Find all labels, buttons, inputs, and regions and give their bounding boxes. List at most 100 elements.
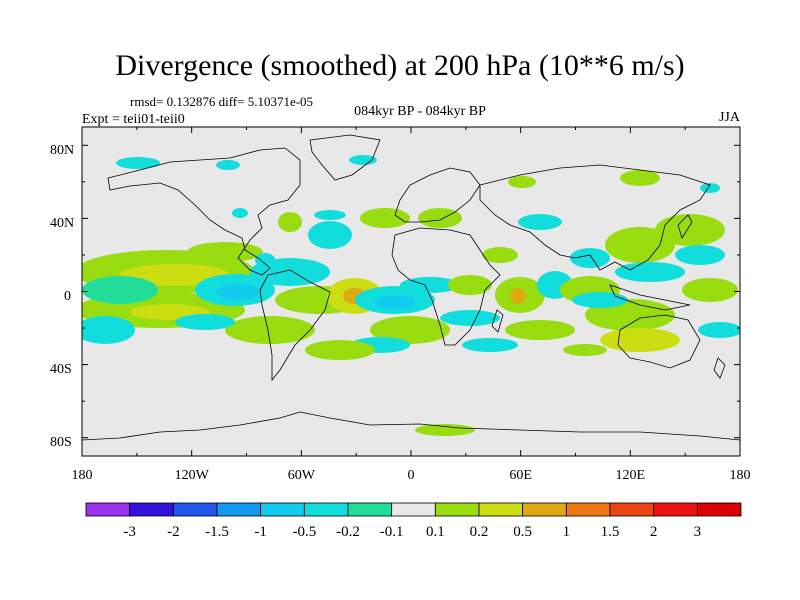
field-patch [216, 284, 260, 300]
colorbar-swatch [216, 502, 262, 517]
colorbar-label: 3 [694, 524, 702, 540]
colorbar-swatch [653, 502, 698, 517]
field-patch [82, 316, 135, 344]
experiment-label: Expt = teii01-teii0 [82, 112, 185, 127]
colorbar-label: 1 [563, 524, 571, 540]
lat-label-eq: 0 [64, 289, 71, 304]
field-patch [370, 316, 450, 344]
field-patch [682, 278, 738, 302]
coast-madagascar [491, 309, 504, 333]
colorbar-swatch [565, 502, 611, 517]
coast-south-america [259, 269, 331, 382]
coast-new-zealand [713, 357, 726, 379]
lon-label-120w: 120W [175, 468, 210, 483]
lon-label-60e: 60E [509, 468, 532, 483]
coast-africa [391, 227, 501, 346]
field-patch [187, 242, 263, 262]
lon-label-120e: 120E [616, 468, 646, 483]
field-patch [448, 275, 492, 295]
colorbar-label: 0.2 [470, 524, 489, 540]
field-patch [175, 314, 235, 330]
colorbar-label: -2 [167, 524, 180, 540]
field-patch [482, 247, 518, 263]
field-patch [508, 176, 536, 188]
colorbar-label: -1 [254, 524, 267, 540]
lon-label-180w: 180 [72, 468, 93, 483]
colorbar-swatch [303, 502, 349, 517]
field-patch [510, 288, 526, 304]
axis-ticks [81, 127, 741, 456]
field-patch [415, 424, 475, 436]
field-patch [82, 276, 158, 304]
colorbar-swatch [696, 502, 742, 517]
coast-indonesia [609, 284, 691, 311]
season-label: JJA [718, 110, 740, 125]
colorbar-label: -1.5 [205, 524, 229, 540]
field-patch [360, 208, 410, 228]
coast-north-america [107, 147, 301, 276]
field-patch [572, 292, 628, 308]
field-patch [615, 262, 685, 282]
colorbar-label: 1.5 [601, 524, 620, 540]
coast-antarctica [82, 411, 740, 441]
colorbar-swatch [172, 502, 218, 517]
coast-greenland [309, 134, 381, 181]
colorbar-swatch [347, 502, 393, 517]
field-patch [605, 227, 675, 263]
colorbar-label: -3 [123, 524, 136, 540]
colorbar: -3 -2 -1.5 -1 -0.5 -0.2 -0.1 0.1 0.2 0.5 1 1.5 2 3 [85, 502, 742, 540]
coastlines [82, 134, 740, 441]
field-patch [570, 248, 610, 268]
field-patch [314, 210, 346, 220]
field-patch [418, 208, 462, 228]
field-patch [255, 253, 275, 267]
field-patch [698, 322, 740, 338]
field-patch [655, 214, 725, 246]
lon-label-0: 0 [408, 468, 415, 483]
field-patch [700, 183, 720, 193]
field-patch [518, 214, 562, 230]
colorbar-swatch [609, 502, 655, 517]
colorbar-label: 0.1 [426, 524, 445, 540]
field-patch [225, 316, 315, 344]
lon-label-180e: 180 [730, 468, 751, 483]
colorbar-swatch [434, 502, 480, 517]
field-patch [440, 310, 500, 326]
field-patch [216, 160, 240, 170]
field-patch [462, 338, 518, 352]
colorbar-swatch [85, 502, 131, 517]
comparison-label: 084kyr BP - 084kyr BP [354, 104, 486, 119]
lon-label-60w: 60W [288, 468, 316, 483]
coast-australia [617, 314, 701, 369]
colorbar-swatch [260, 502, 305, 517]
field-patch [505, 320, 575, 340]
lat-label-40n: 40N [50, 216, 74, 231]
colorbar-label: 2 [650, 524, 658, 540]
coast-japan [677, 214, 693, 239]
field-patch [278, 212, 302, 232]
stats-text: rmsd= 0.132876 diff= 5.10371e-05 [130, 94, 314, 109]
field-patch [116, 157, 160, 169]
colorbar-swatch [391, 502, 436, 517]
colorbar-swatch [478, 502, 524, 517]
coast-asia [479, 164, 711, 271]
field-patch [675, 245, 725, 265]
field-patch [563, 344, 607, 356]
field-patch [349, 155, 377, 165]
colorbar-label: -0.5 [292, 524, 316, 540]
colorbar-label: -0.2 [336, 524, 360, 540]
field-patch [232, 208, 248, 218]
map-title: Divergence (smoothed) at 200 hPa (10**6 … [115, 49, 685, 82]
lat-label-40s: 40S [50, 362, 72, 377]
colorbar-swatch [522, 502, 567, 517]
lat-label-80n: 80N [50, 143, 74, 158]
colorbar-swatch [129, 502, 174, 517]
field-patch [305, 340, 375, 360]
field-patch [308, 221, 352, 249]
field-patch [400, 277, 460, 293]
colorbar-label: 0.5 [513, 524, 532, 540]
lat-label-80s: 80S [50, 435, 72, 450]
field-patch [375, 295, 415, 309]
divergence-field [82, 155, 740, 436]
